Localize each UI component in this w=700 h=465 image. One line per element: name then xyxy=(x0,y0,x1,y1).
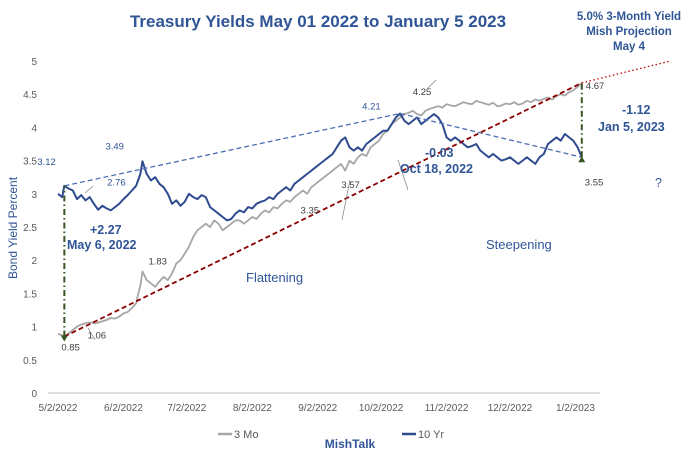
leader-2-76 xyxy=(84,185,94,194)
y-tick-1: 0.5 xyxy=(23,356,37,367)
annotation-spread-may: +2.27 xyxy=(90,223,122,237)
y-tick-9: 4.5 xyxy=(23,90,37,101)
y-tick-2: 1 xyxy=(31,323,37,334)
annotation-projection-line2: Mish Projection xyxy=(586,26,672,38)
point-label-4: 0.85 xyxy=(61,343,80,354)
annotation-spread-oct: -0.03 xyxy=(425,146,454,160)
annotation-spread-jan: -1.12 xyxy=(622,103,651,117)
label-leaders xyxy=(84,79,437,341)
leader-3-35 xyxy=(341,179,351,221)
source-label: MishTalk xyxy=(325,437,376,451)
legend-label-3mo: 3 Mo xyxy=(234,429,258,441)
point-label-2: 3.49 xyxy=(105,141,124,152)
point-label-7: 3.57 xyxy=(341,180,360,191)
marker-layer xyxy=(60,82,586,342)
y-tick-5: 2.5 xyxy=(23,223,37,234)
annotation-question: ? xyxy=(655,176,662,190)
series-line-10-yr xyxy=(57,112,583,222)
y-axis-label: Bond Yield Percent xyxy=(6,176,20,279)
y-tick-labels: 0 0.5 1 1.5 2 2.5 3 3.5 4 4.5 5 xyxy=(23,57,37,400)
trend-layer xyxy=(63,60,671,338)
trendline-3 xyxy=(581,60,671,84)
x-tick-1: 6/2/2022 xyxy=(104,403,143,414)
y-tick-6: 3 xyxy=(31,190,37,201)
chart-title: Treasury Yields May 01 2022 to January 5… xyxy=(130,12,506,31)
point-label-10: 4.67 xyxy=(586,81,605,92)
annotation-projection-line3: May 4 xyxy=(613,41,646,53)
point-label-5: 1.06 xyxy=(88,331,107,342)
x-tick-8: 1/2/2023 xyxy=(556,403,595,414)
annotation-spread-oct-date: Oct 18, 2022 xyxy=(400,162,473,176)
annotation-spread-jan-date: Jan 5, 2023 xyxy=(598,120,665,134)
y-tick-3: 1.5 xyxy=(23,289,37,300)
leader-3-57 xyxy=(397,159,409,191)
series-line-3-mo xyxy=(57,82,583,338)
y-tick-4: 2 xyxy=(31,256,37,267)
trendline-0 xyxy=(64,112,401,187)
point-label-11: 3.55 xyxy=(585,177,604,188)
series-layer xyxy=(57,82,583,338)
x-tick-2: 7/2/2022 xyxy=(167,403,206,414)
point-label-9: 4.21 xyxy=(362,101,381,112)
y-tick-0: 0 xyxy=(31,389,37,400)
x-tick-4: 9/2/2022 xyxy=(298,403,337,414)
annotation-projection-line1: 5.0% 3-Month Yield xyxy=(577,11,681,23)
point-label-6: 3.35 xyxy=(301,206,320,217)
trendline-2 xyxy=(63,82,583,338)
point-label-3: 1.83 xyxy=(148,256,167,267)
x-tick-5: 10/2/2022 xyxy=(359,403,404,414)
spread-arrow-0 xyxy=(60,335,68,342)
point-label-0: 3.12 xyxy=(37,157,56,168)
annotation-flattening: Flattening xyxy=(246,270,303,285)
y-tick-10: 5 xyxy=(31,57,37,68)
legend-label-10yr: 10 Yr xyxy=(418,429,444,441)
x-tick-7: 12/2/2022 xyxy=(488,403,533,414)
x-tick-0: 5/2/2022 xyxy=(39,403,78,414)
trendline-1 xyxy=(399,112,582,158)
x-tick-3: 8/2/2022 xyxy=(233,403,272,414)
y-tick-8: 4 xyxy=(31,123,37,134)
annotation-steepening: Steepening xyxy=(486,237,552,252)
leader-4-25 xyxy=(427,79,437,89)
point-label-layer: 3.12 2.76 3.49 1.83 0.85 1.06 3.35 3.57 4.25 4.21… xyxy=(37,81,604,354)
y-tick-7: 3.5 xyxy=(23,157,37,168)
x-tick-labels: 5/2/2022 6/2/2022 7/2/2022 8/2/2022 9/2/2022… xyxy=(39,403,596,414)
spread-arrow-1 xyxy=(578,156,586,163)
point-label-1: 2.76 xyxy=(107,178,126,189)
annotation-spread-may-date: May 6, 2022 xyxy=(67,238,137,252)
x-tick-6: 11/2/2022 xyxy=(425,403,469,414)
leader-1-06 xyxy=(87,327,96,341)
point-label-8: 4.25 xyxy=(413,87,432,98)
